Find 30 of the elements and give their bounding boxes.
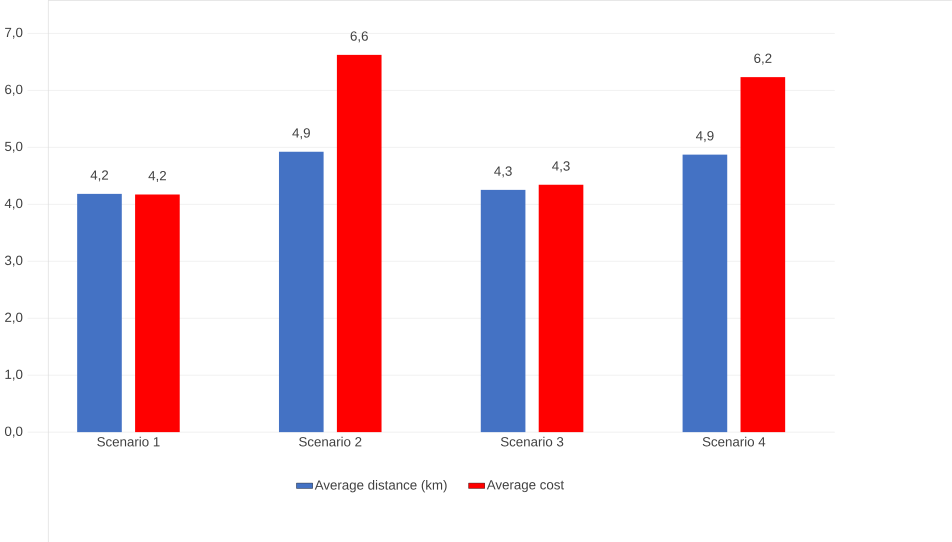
bar [480,190,526,432]
bar [682,154,728,432]
x-tick-label: Scenario 3 [500,436,564,446]
data-label: 6,6 [350,31,368,42]
bar [135,194,180,432]
x-tick-label: Scenario 4 [702,436,766,446]
y-tick-label: 2,0 [5,312,22,324]
y-tick-label: 7,0 [5,28,22,39]
data-label: 4,9 [292,128,310,139]
x-tick-label: Scenario 2 [299,436,362,446]
y-tick-label: 5,0 [4,141,22,152]
bar [278,152,324,432]
bar [740,76,786,432]
y-tick-label: 0,0 [4,426,22,438]
data-label: 6,2 [754,53,772,64]
data-label: 4,3 [494,166,512,178]
data-label: 4,3 [552,161,570,172]
bar [77,194,122,432]
y-tick-label: 3,0 [4,255,22,266]
bar [336,54,382,432]
y-tick-label: 6,0 [5,84,22,96]
y-tick-label: 4,0 [4,198,22,210]
x-tick-label: Scenario 1 [97,436,160,446]
data-label: 4,2 [90,170,108,182]
legend-label: Average cost [486,480,564,492]
data-label: 4,2 [148,170,166,182]
y-tick-label: 1,0 [5,369,22,380]
bar [538,184,584,432]
legend-label: Average distance (km) [314,480,447,492]
data-label: 4,9 [696,130,714,142]
